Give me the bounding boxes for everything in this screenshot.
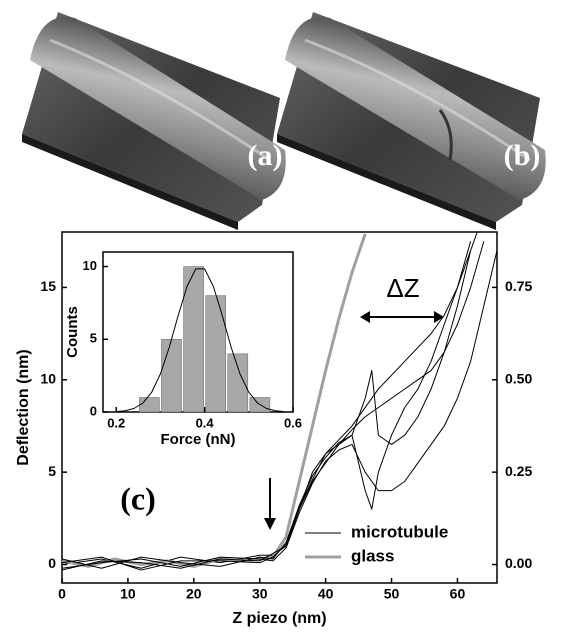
legend-label: microtubule	[351, 522, 448, 541]
x-tick-label: 40	[318, 586, 334, 602]
y2-tick-label: 0.75	[505, 278, 532, 294]
x-axis-label: Z piezo (nm)	[232, 610, 326, 627]
x-tick-label: 0	[58, 586, 66, 602]
panel-label: (a)	[248, 139, 283, 172]
y2-tick-label: 0.25	[505, 463, 532, 479]
bar	[139, 397, 159, 412]
y-tick-label: 15	[40, 278, 56, 294]
afm-image-a	[22, 12, 286, 230]
bar	[161, 339, 181, 412]
x-tick-label: 30	[252, 586, 268, 602]
annotation: ΔZ	[386, 273, 419, 303]
annotation: (c)	[120, 480, 156, 516]
y-tick-label: 10	[40, 370, 56, 386]
y2-tick-label: 0.00	[505, 555, 532, 571]
x-axis-label: Force (nN)	[161, 431, 236, 448]
y-tick-label: 5	[90, 331, 97, 346]
y-tick-label: 0	[48, 555, 56, 571]
y-tick-label: 0	[90, 403, 97, 418]
y-tick-label: 5	[48, 463, 56, 479]
y-axis-label: Counts	[64, 306, 81, 358]
figure: (a) (b) 0102030405060051015Z piezo (nm)D…	[0, 0, 563, 632]
x-tick-label: 50	[384, 586, 400, 602]
afm-image-b	[277, 12, 546, 230]
x-tick-label: 0.2	[107, 415, 125, 430]
legend-label: glass	[351, 546, 394, 565]
x-tick-label: 10	[120, 586, 136, 602]
arrowhead	[264, 518, 276, 530]
panel-label: (b)	[504, 139, 541, 172]
y-tick-label: 10	[83, 258, 97, 273]
bar	[206, 296, 226, 412]
y-axis-label: Deflection (nm)	[15, 349, 32, 465]
y2-tick-label: 0.50	[505, 370, 532, 386]
x-tick-label: 0.6	[284, 415, 302, 430]
x-tick-label: 0.4	[196, 415, 215, 430]
x-tick-label: 20	[186, 586, 202, 602]
x-tick-label: 60	[450, 586, 466, 602]
